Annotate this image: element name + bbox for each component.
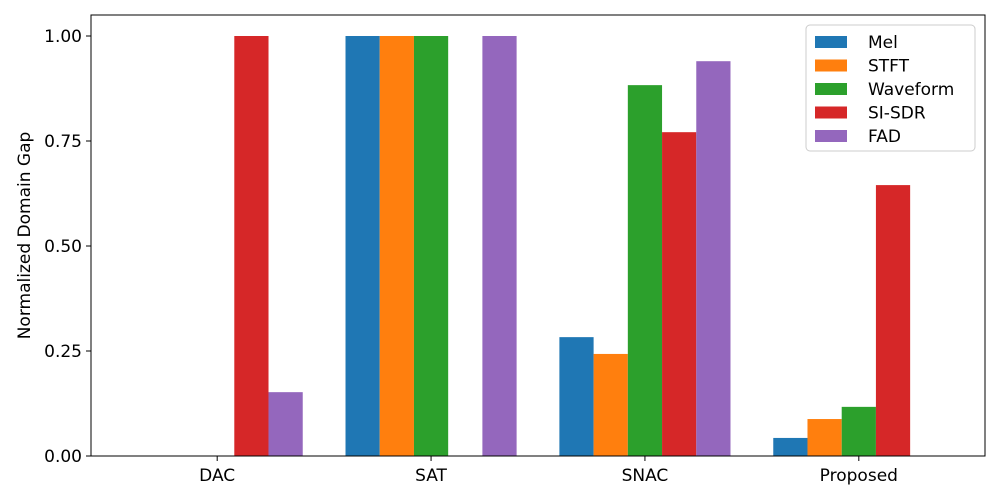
legend: Mel STFT Waveform SI-SDR FAD [805,24,976,152]
bar-stft-sat [379,36,414,456]
y-tick-label: 0.75 [44,132,82,152]
bar-fad-dac [268,392,303,456]
legend-swatch [815,130,847,142]
bar-si-sdr-proposed [875,185,911,456]
bar-stft-proposed [807,419,842,456]
y-tick-label: 0.00 [44,447,82,467]
legend-label: Waveform [868,80,954,100]
bar-stft-snac [593,353,628,456]
legend-label: SI-SDR [868,104,926,124]
y-axis-label: Normalized Domain Gap [15,132,35,340]
bar-waveform-sat [413,36,449,456]
legend-label: FAD [868,127,901,147]
legend-swatch [815,59,847,72]
bar-si-sdr-snac [662,132,697,456]
x-tick-label: SAT [415,466,447,486]
plot-frame [90,14,986,457]
bar-waveform-proposed [841,406,876,456]
bar-mel-snac [559,337,594,456]
legend-swatch [815,36,847,48]
bar-mel-proposed [773,437,808,456]
x-tick-label: Proposed [820,466,898,486]
legend-swatch [815,106,847,119]
bar-fad-sat [482,36,517,456]
bar-fad-snac [696,61,731,456]
legend-label: Mel [868,33,898,53]
bar-mel-sat [345,36,380,456]
x-tick-label: SNAC [622,466,669,486]
legend-box [805,24,976,152]
legend-label: STFT [868,57,910,77]
bar-waveform-snac [627,85,663,456]
bar-si-sdr-dac [234,36,269,456]
x-axis-ticks: DAC SAT SNAC Proposed [199,456,898,486]
y-tick-label: 1.00 [44,27,82,47]
y-axis-ticks: 0.00 0.25 0.50 0.75 1.00 [44,27,91,467]
y-tick-label: 0.25 [44,342,82,362]
bars-group [234,36,911,456]
y-tick-label: 0.50 [44,237,82,257]
x-tick-label: DAC [199,466,235,486]
legend-swatch [815,83,847,95]
